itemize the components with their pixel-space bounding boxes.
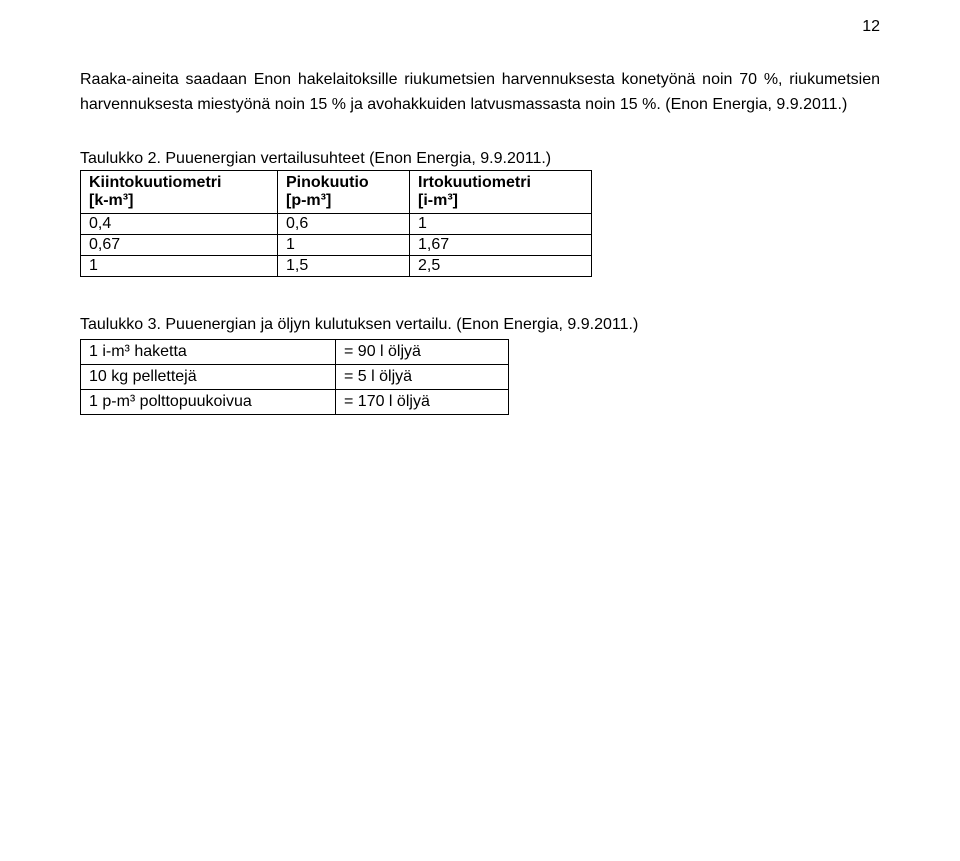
table2-header-col1-line1: Kiintokuutiometri: [89, 174, 221, 191]
table2-header-col3-line1: Irtokuutiometri: [418, 174, 531, 191]
table2-cell: 1,5: [278, 255, 410, 276]
table-row: 1 p-m³ polttopuukoivua = 170 l öljyä: [81, 390, 509, 415]
table2-cell: 0,67: [81, 234, 278, 255]
page-number: 12: [862, 18, 880, 36]
table-row: 1 1,5 2,5: [81, 255, 592, 276]
table2: Kiintokuutiometri [k-m³] Pinokuutio [p-m…: [80, 170, 592, 277]
table3-caption: Taulukko 3. Puuenergian ja öljyn kulutuk…: [80, 313, 880, 338]
table-row: 0,67 1 1,67: [81, 234, 592, 255]
table-row: 10 kg pellettejä = 5 l öljyä: [81, 365, 509, 390]
table2-caption: Taulukko 2. Puuenergian vertailusuhteet …: [80, 150, 880, 168]
table-row: 1 i-m³ haketta = 90 l öljyä: [81, 340, 509, 365]
table3-cell: = 5 l öljyä: [336, 365, 509, 390]
table2-header-col3-line2: [i-m³]: [418, 192, 458, 209]
table2-header-col1-line2: [k-m³]: [89, 192, 133, 209]
table3-cell: = 90 l öljyä: [336, 340, 509, 365]
table2-cell: 2,5: [410, 255, 592, 276]
table2-cell: 1: [410, 213, 592, 234]
table3-cell: = 170 l öljyä: [336, 390, 509, 415]
table2-cell: 1,67: [410, 234, 592, 255]
table3-cell: 1 p-m³ polttopuukoivua: [81, 390, 336, 415]
table3: 1 i-m³ haketta = 90 l öljyä 10 kg pellet…: [80, 339, 509, 415]
table2-cell: 0,6: [278, 213, 410, 234]
table2-cell: 1: [278, 234, 410, 255]
table3-cell: 10 kg pellettejä: [81, 365, 336, 390]
table2-header-col2-line1: Pinokuutio: [286, 174, 369, 191]
table2-cell: 1: [81, 255, 278, 276]
table2-cell: 0,4: [81, 213, 278, 234]
table-row: 0,4 0,6 1: [81, 213, 592, 234]
table2-header-col2-line2: [p-m³]: [286, 192, 331, 209]
intro-paragraph: Raaka-aineita saadaan Enon hakelaitoksil…: [80, 68, 880, 118]
table3-cell: 1 i-m³ haketta: [81, 340, 336, 365]
